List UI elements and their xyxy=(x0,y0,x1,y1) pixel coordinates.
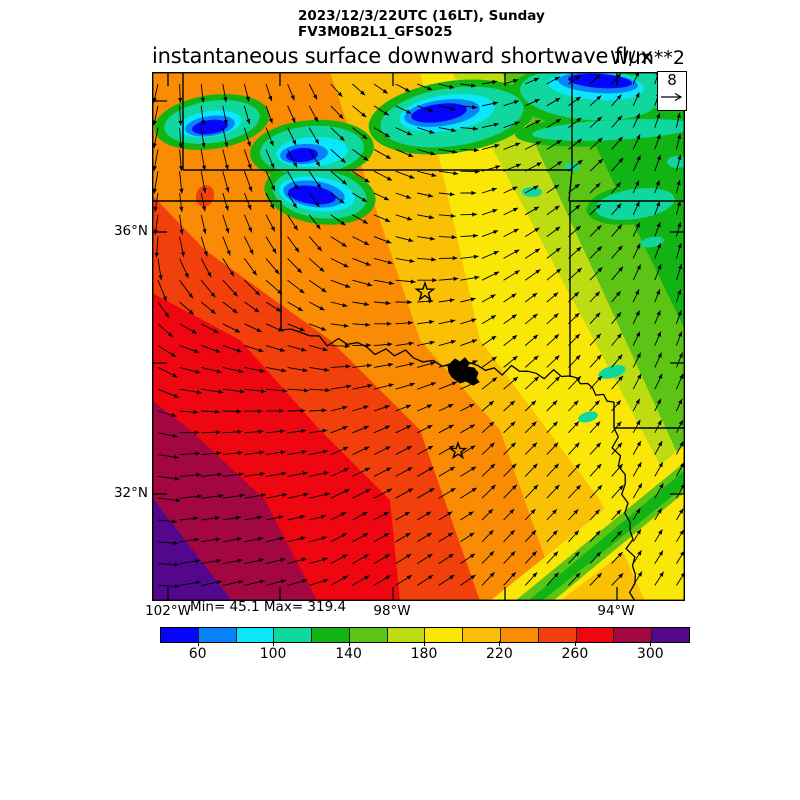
city-star-markers xyxy=(414,280,468,460)
colorbar-tick-label: 260 xyxy=(561,646,589,662)
model-title: FV3M0B2L1_GFS025 xyxy=(298,24,453,40)
colorbar-segment xyxy=(652,628,689,642)
wind-arrows xyxy=(152,70,686,589)
colorbar-tick-label: 180 xyxy=(410,646,438,662)
colorbar-segment xyxy=(576,628,615,642)
colorbar-segment xyxy=(387,628,426,642)
wind-reference-value: 8 xyxy=(667,71,677,89)
colorbar-tick-label: 220 xyxy=(486,646,513,662)
flux-map xyxy=(151,64,705,602)
main-title: instantaneous surface downward shortwave… xyxy=(152,44,653,68)
colorbar-tick-label: 100 xyxy=(259,646,287,662)
colorbar-segment xyxy=(312,628,350,642)
colorbar-tick xyxy=(424,641,425,646)
colorbar xyxy=(160,627,690,643)
min-max-stats: Min= 45.1 Max= 319.4 xyxy=(190,599,347,615)
colorbar-tick-label: 140 xyxy=(335,646,362,662)
colorbar-segment xyxy=(538,628,577,642)
colorbar-segment xyxy=(349,628,388,642)
colorbar-tick xyxy=(574,641,576,646)
lat-label-32n: 32°N xyxy=(113,485,148,501)
map-panel xyxy=(151,64,705,602)
reference-arrow-icon xyxy=(661,92,683,102)
lon-label-98w: 98°W xyxy=(373,603,411,619)
lake-polygon xyxy=(447,357,480,386)
river-lines xyxy=(280,328,637,602)
colorbar-segment xyxy=(463,628,502,642)
colorbar-tick xyxy=(197,641,199,646)
units-label: W/m**2 xyxy=(610,47,685,69)
colorbar-tick-label: 300 xyxy=(636,646,664,662)
map-border xyxy=(151,71,685,601)
axis-ticks xyxy=(152,72,685,601)
colorbar-tick xyxy=(348,641,350,646)
colorbar-segment xyxy=(198,628,237,642)
lat-label-36n: 36°N xyxy=(113,223,148,239)
colorbar-segment xyxy=(425,628,464,642)
figure-header: 2023/12/3/22UTC (16LT), Sunday FV3M0B2L1… xyxy=(298,8,545,40)
lon-label-102w: 102°W xyxy=(145,603,191,619)
colorbar-tick xyxy=(650,641,652,646)
colorbar-segment xyxy=(501,628,539,642)
colorbar-segment xyxy=(161,628,199,642)
colorbar-segment xyxy=(274,628,313,642)
lon-label-94w: 94°W xyxy=(597,603,635,619)
colorbar-tick xyxy=(273,641,275,646)
colorbar-segment xyxy=(236,628,275,642)
colorbar-segment xyxy=(614,628,653,642)
datetime-title: 2023/12/3/22UTC (16LT), Sunday xyxy=(298,8,545,24)
colorbar-tick-label: 60 xyxy=(188,646,207,662)
colorbar-tick xyxy=(499,641,501,646)
state-borders xyxy=(152,72,685,429)
wind-reference-box: 8 xyxy=(657,71,687,111)
